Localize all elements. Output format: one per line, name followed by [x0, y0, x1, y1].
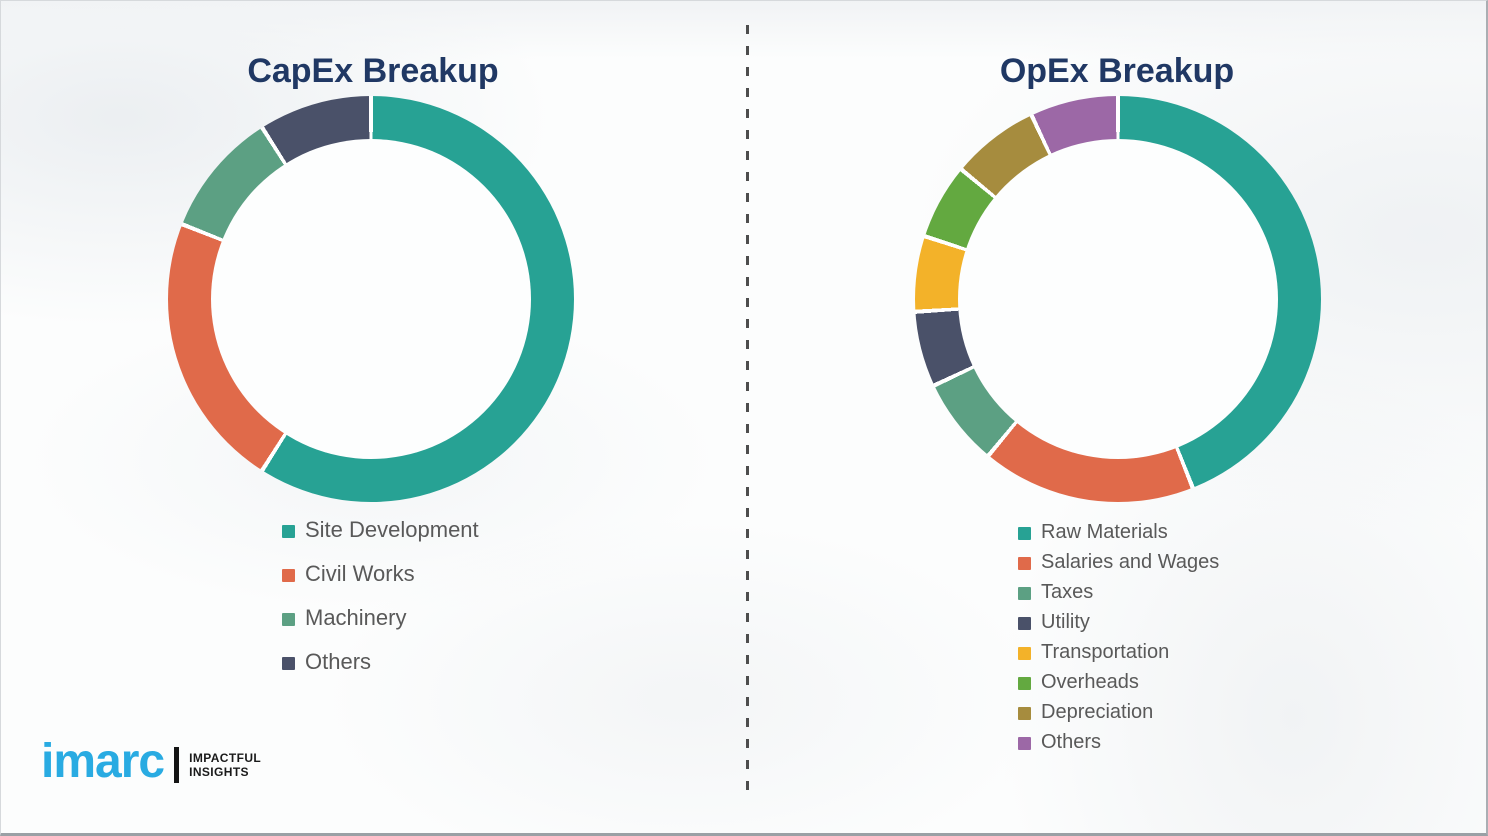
- legend-item: Transportation: [1018, 637, 1219, 667]
- imarc-logo: imarc IMPACTFUL INSIGHTS: [41, 738, 261, 786]
- imarc-wordmark: imarc: [41, 735, 165, 788]
- logo-tagline: IMPACTFUL INSIGHTS: [189, 751, 261, 780]
- legend-swatch: [1018, 526, 1031, 540]
- opex-donut-chart: [915, 96, 1321, 502]
- legend-label: Site Development: [305, 517, 479, 542]
- legend-item: Depreciation: [1018, 697, 1219, 727]
- legend-item: Others: [1018, 727, 1219, 757]
- legend-label: Machinery: [305, 605, 407, 630]
- legend-label: Depreciation: [1041, 700, 1154, 723]
- legend-swatch: [282, 612, 295, 626]
- logo-tagline-line2: INSIGHTS: [189, 765, 249, 779]
- legend-item: Machinery: [282, 596, 479, 640]
- legend-label: Utility: [1041, 610, 1090, 633]
- vertical-dashed-divider: [746, 25, 749, 793]
- legend-item: Civil Works: [282, 552, 479, 596]
- capex-donut-hole: [211, 139, 531, 459]
- legend-swatch: [282, 656, 295, 670]
- legend-item: Salaries and Wages: [1018, 547, 1219, 577]
- legend-swatch: [1018, 736, 1031, 750]
- capex-legend: Site Development Civil Works Machinery Othe…: [282, 508, 479, 684]
- legend-swatch: [1018, 556, 1031, 570]
- legend-label: Others: [305, 649, 372, 674]
- legend-label: Civil Works: [305, 561, 415, 586]
- logo-divider-bar: [174, 747, 180, 783]
- legend-swatch: [282, 524, 295, 538]
- legend-item: Site Development: [282, 508, 479, 552]
- legend-swatch: [1018, 616, 1031, 630]
- legend-item: Taxes: [1018, 577, 1219, 607]
- legend-swatch: [1018, 586, 1031, 600]
- legend-label: Transportation: [1041, 640, 1170, 663]
- legend-swatch: [1018, 676, 1031, 690]
- opex-title: OpEx Breakup: [999, 51, 1235, 90]
- legend-item: Raw Materials: [1018, 517, 1219, 547]
- legend-item: Others: [282, 640, 479, 684]
- capex-title: CapEx Breakup: [247, 51, 499, 90]
- logo-tagline-line1: IMPACTFUL: [189, 750, 262, 765]
- opex-legend: Raw Materials Salaries and Wages Taxes Util…: [1018, 517, 1219, 757]
- legend-label: Raw Materials: [1041, 520, 1168, 543]
- capex-donut-chart: [168, 96, 574, 502]
- legend-swatch: [282, 568, 295, 582]
- legend-swatch: [1018, 706, 1031, 720]
- legend-item: Utility: [1018, 607, 1219, 637]
- legend-label: Taxes: [1041, 580, 1094, 603]
- opex-donut-hole: [958, 139, 1278, 459]
- legend-swatch: [1018, 646, 1031, 660]
- legend-item: Overheads: [1018, 667, 1219, 697]
- legend-label: Others: [1041, 730, 1102, 753]
- legend-label: Salaries and Wages: [1041, 550, 1220, 573]
- legend-label: Overheads: [1041, 670, 1139, 693]
